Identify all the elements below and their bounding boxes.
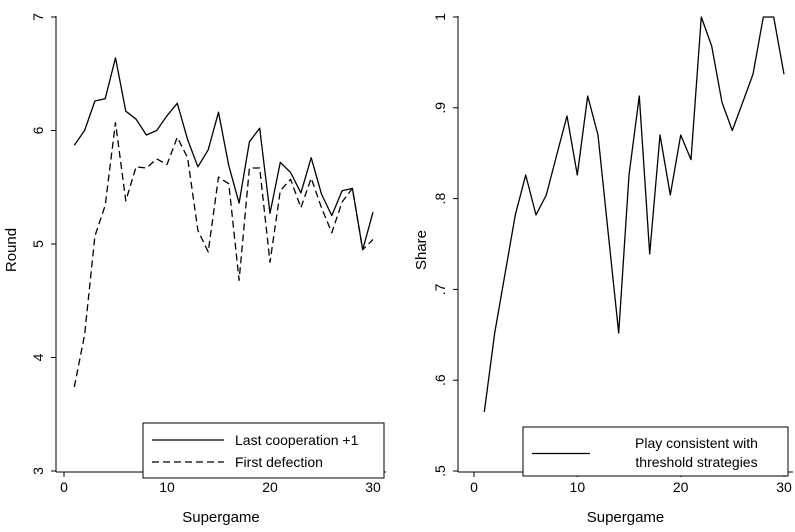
- x-tick-label: 30: [365, 479, 381, 495]
- y-tick-label: .6: [432, 374, 448, 386]
- x-tick-label: 10: [570, 479, 586, 495]
- y-tick-label: 6: [30, 126, 46, 134]
- legend: Last cooperation +1 First defection: [142, 422, 385, 479]
- chart-panel-1: 3 4 5 6 7 0 10 20 30 Supergame Round Last cooperati…: [3, 13, 386, 526]
- legend-label: Play consistent with: [635, 435, 758, 451]
- x-axis-title: Supergame: [182, 509, 260, 526]
- y-tick-label: 4: [30, 353, 46, 361]
- x-tick-label: 0: [60, 479, 68, 495]
- legend: Play consistent with threshold strategies: [522, 426, 789, 477]
- x-tick-label: 20: [673, 479, 689, 495]
- series-line-1: [73, 57, 374, 251]
- y-tick-label: 7: [30, 13, 46, 21]
- y-tick-label: .8: [432, 193, 448, 205]
- y-tick-label: .9: [432, 102, 448, 114]
- y-axis-title: Round: [3, 228, 20, 272]
- y-axis-title: Share: [413, 230, 430, 270]
- x-tick-label: 10: [159, 479, 175, 495]
- y-tick-label: .5: [432, 465, 448, 477]
- y-tick-label: 3: [30, 467, 46, 475]
- legend-label: Last cooperation +1: [235, 432, 359, 448]
- legend-box: [522, 426, 789, 477]
- y-tick-label: 1: [432, 13, 448, 21]
- series-line-2: [73, 121, 374, 388]
- x-tick-label: 0: [470, 479, 478, 495]
- x-tick-label: 30: [776, 479, 792, 495]
- x-tick-label: 20: [262, 479, 278, 495]
- y-tick-label: .7: [432, 283, 448, 295]
- legend-label: First defection: [235, 454, 323, 470]
- series-line-1: [483, 16, 785, 413]
- legend-box: [142, 422, 385, 479]
- legend-label: threshold strategies: [635, 454, 757, 470]
- y-tick-label: 5: [30, 240, 46, 248]
- x-axis-title: Supergame: [587, 509, 665, 526]
